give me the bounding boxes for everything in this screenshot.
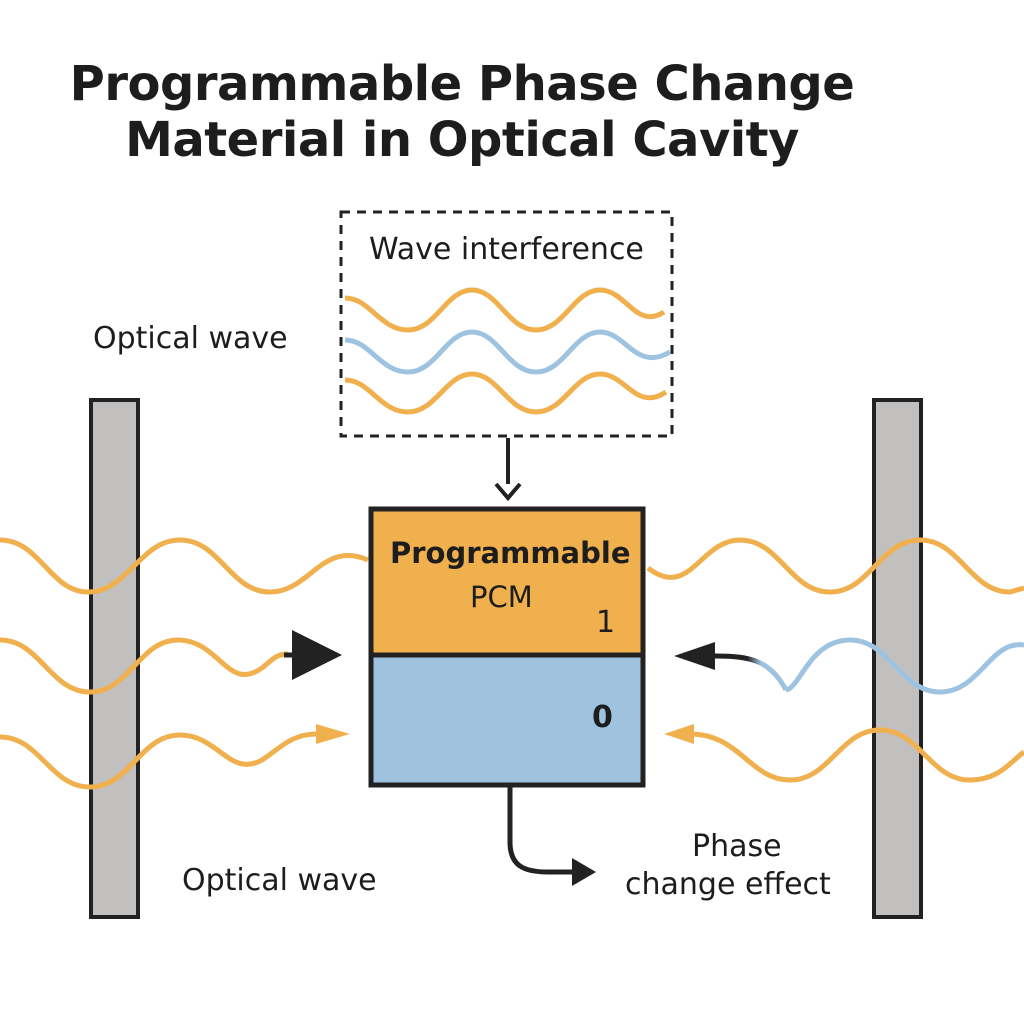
- pcm-state-0-block: [368, 652, 646, 788]
- right-wave-middle: [785, 637, 1024, 695]
- phase-change-arrowhead: [572, 858, 596, 886]
- optical-wave-label-bottom: Optical wave: [182, 863, 377, 898]
- interference-wave-blue: [344, 329, 672, 375]
- state-1-label: 1: [596, 605, 616, 640]
- phase-change-label-line1: Phase: [692, 829, 782, 864]
- phase-change-arrow: [507, 787, 574, 875]
- right-arrow-curve: [714, 653, 789, 692]
- interference-to-pcm-arrowhead: [494, 482, 522, 502]
- left-arrow-orange-head: [316, 724, 350, 744]
- left-mirror: [89, 398, 140, 919]
- left-wave-bottom: [0, 731, 317, 790]
- interference-wave-orange-2: [344, 371, 668, 415]
- state-0-label: 0: [592, 700, 613, 735]
- right-mirror: [872, 398, 923, 919]
- pcm-label-line2: PCM: [470, 580, 533, 614]
- phase-change-label-line2: change effect: [625, 867, 831, 902]
- wave-interference-box: [339, 210, 674, 438]
- title-line-2: Material in Optical Cavity: [125, 112, 799, 168]
- pcm-state-1-block: [368, 506, 646, 658]
- optical-wave-label-top: Optical wave: [93, 321, 288, 356]
- pcm-label-line1: Programmable: [390, 536, 631, 570]
- wave-interference-label: Wave interference: [369, 232, 644, 267]
- left-wave-top: [0, 537, 369, 595]
- title-line-1: Programmable Phase Change: [69, 56, 855, 112]
- right-arrow-black-head: [674, 642, 715, 670]
- right-wave-top: [646, 537, 1024, 595]
- right-wave-bottom: [689, 727, 1024, 783]
- right-arrow-orange-head: [664, 724, 694, 744]
- diagram-title: Programmable Phase Change Material in Op…: [0, 56, 924, 168]
- left-wave-middle: [0, 637, 289, 695]
- interference-wave-orange-1: [344, 287, 666, 333]
